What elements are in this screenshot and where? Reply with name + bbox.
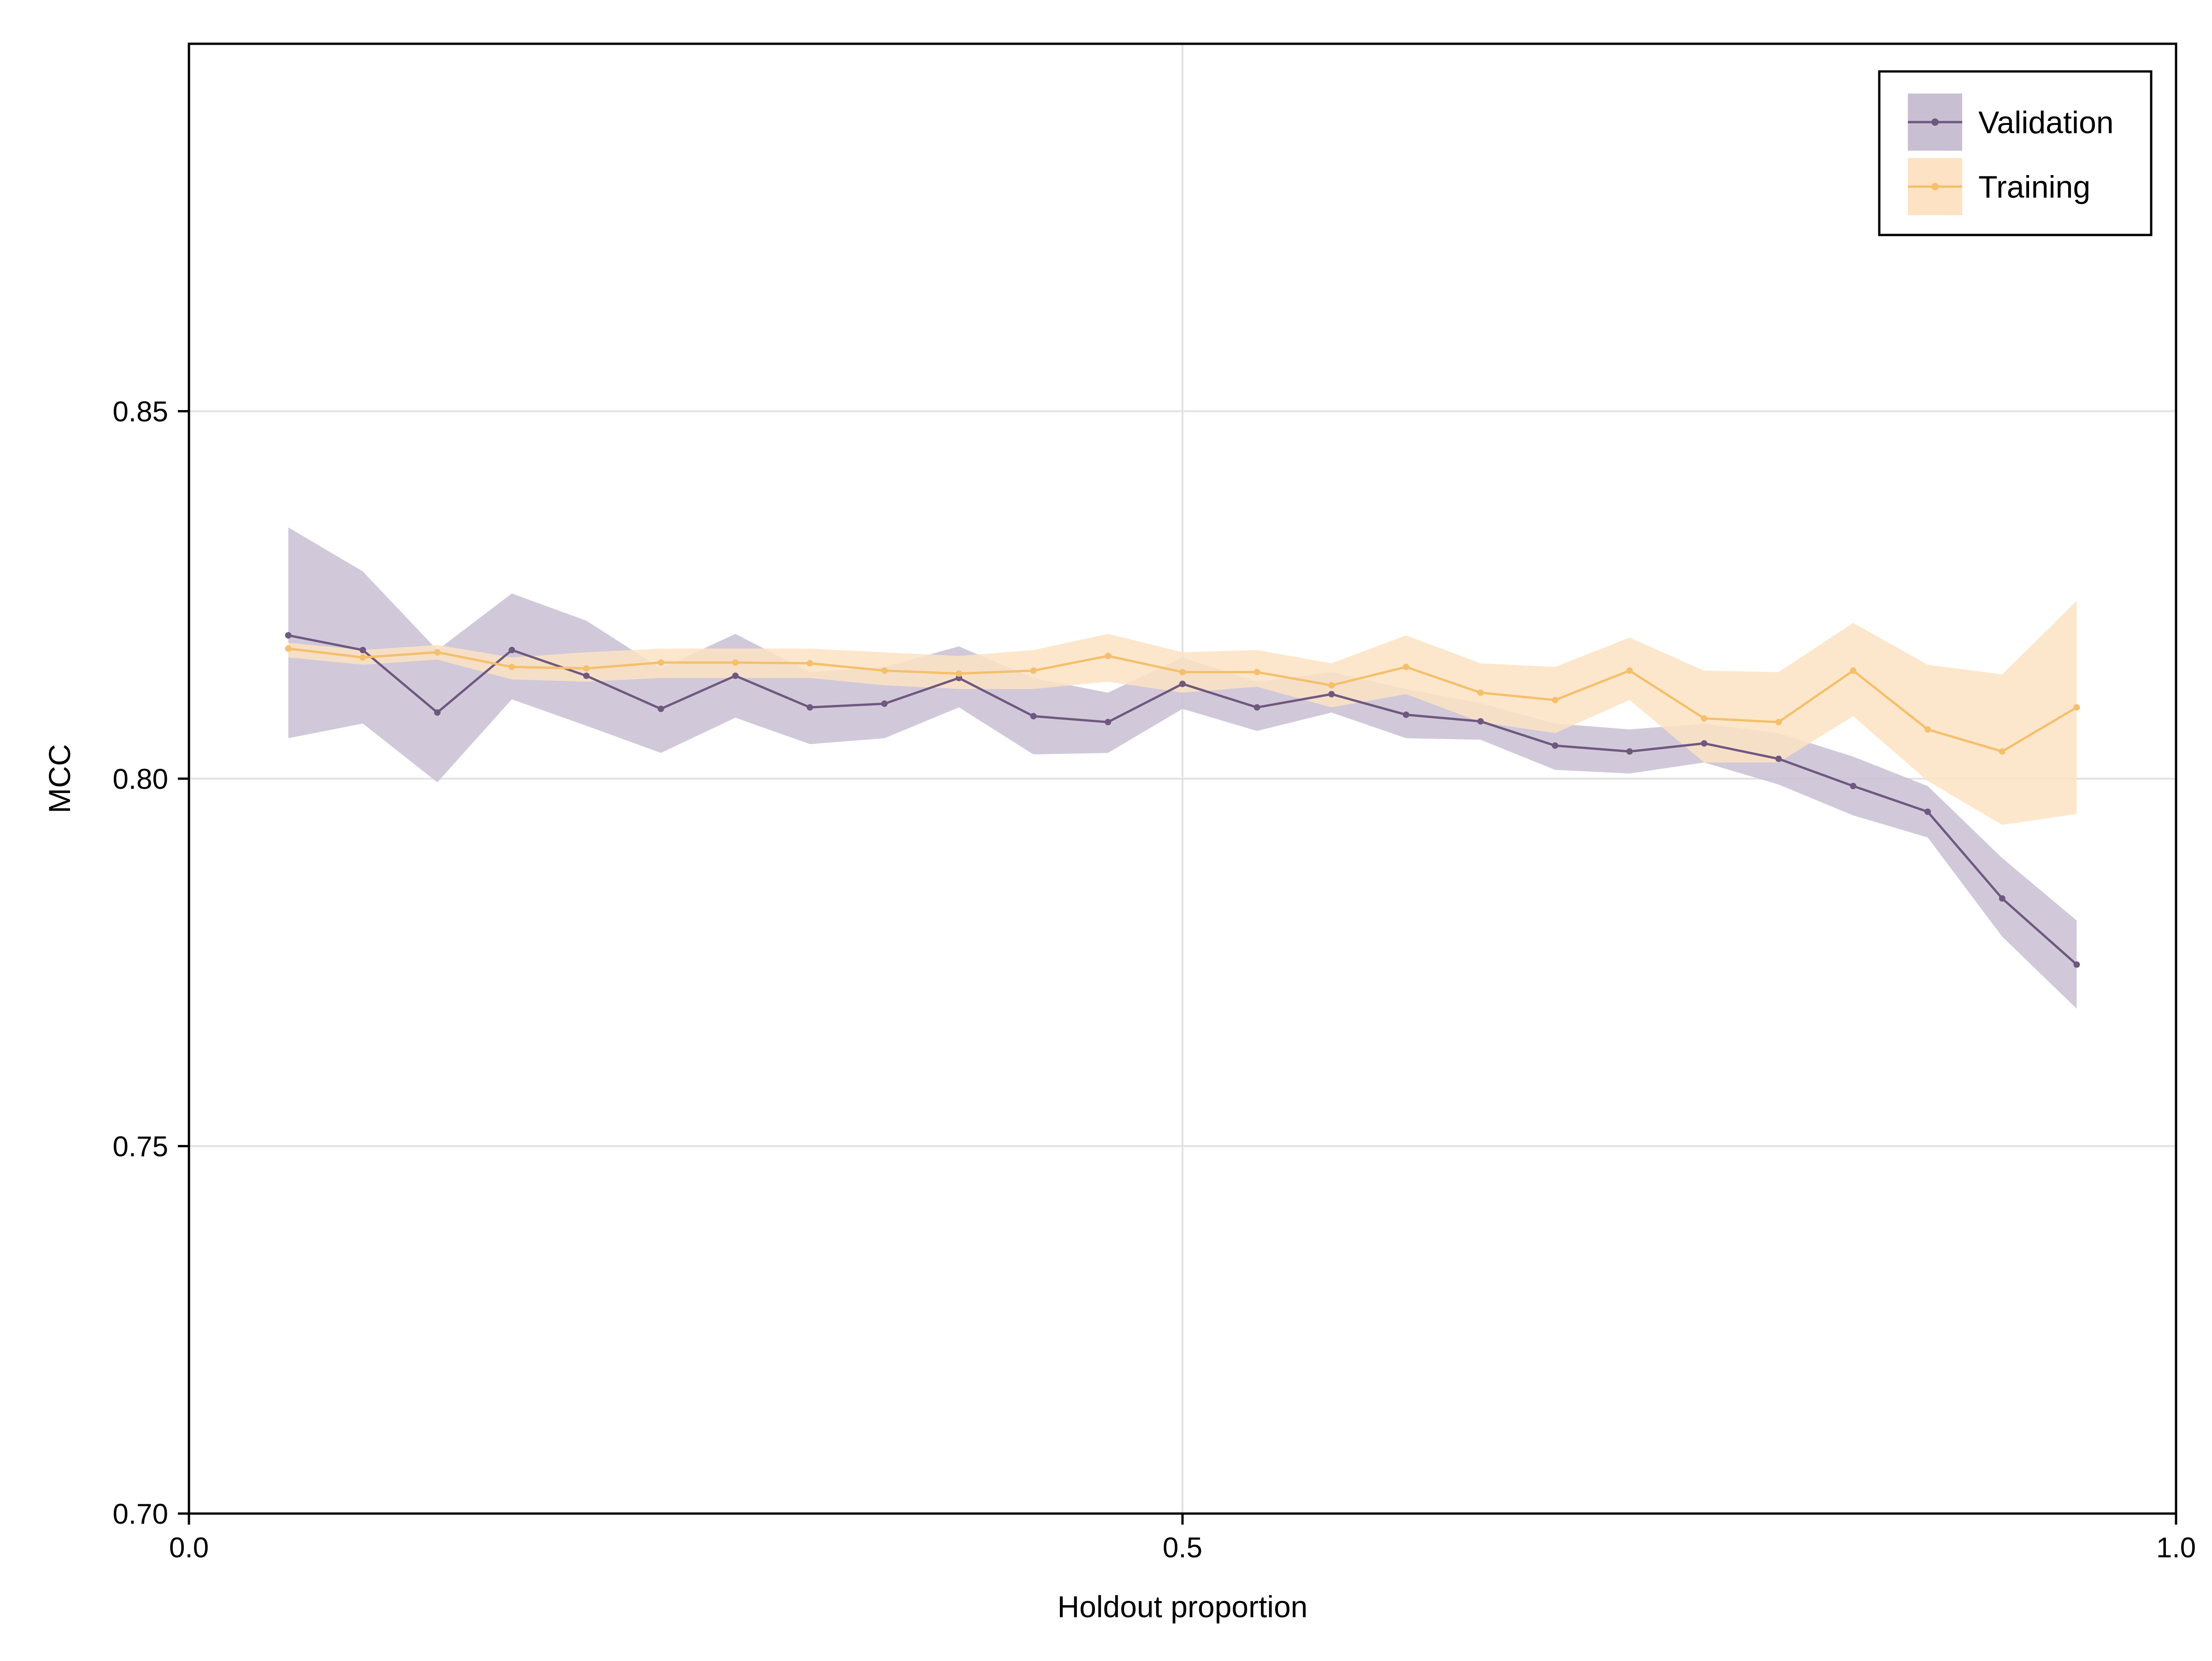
validation-point (732, 672, 739, 679)
training-point (1850, 667, 1857, 674)
legend: Validation Training (1878, 70, 2153, 236)
legend-label-training: Training (1978, 170, 2090, 205)
training-point (1999, 748, 2006, 755)
training-point (1403, 663, 1410, 670)
validation-point (1403, 711, 1410, 718)
legend-label-validation: Validation (1978, 105, 2114, 140)
legend-marker-training (1931, 183, 1939, 190)
validation-point (1105, 719, 1112, 726)
training-point (1105, 652, 1112, 659)
training-point (583, 665, 590, 672)
validation-point (508, 646, 515, 653)
y-tick-label: 0.75 (112, 1131, 168, 1163)
validation-point (1850, 782, 1857, 789)
training-point (285, 645, 292, 652)
validation-point (806, 704, 813, 711)
training-point (1775, 719, 1782, 726)
validation-point (1328, 691, 1335, 698)
training-point (1552, 697, 1559, 704)
x-axis-label: Holdout proportion (1057, 1590, 1307, 1624)
validation-point (1552, 742, 1559, 749)
legend-marker-validation (1931, 118, 1939, 126)
y-tick-label: 0.70 (112, 1498, 168, 1530)
validation-point (434, 709, 441, 716)
y-tick-label: 0.80 (112, 763, 168, 795)
training-point (1700, 715, 1707, 722)
validation-point (359, 646, 366, 653)
training-point (955, 670, 962, 677)
x-tick-label: 0.0 (169, 1532, 209, 1564)
training-point (2073, 704, 2080, 711)
training-point (658, 659, 665, 666)
confidence-bands (288, 527, 2077, 1009)
training-point (1924, 726, 1931, 733)
validation-point (285, 632, 292, 639)
validation-point (1775, 755, 1782, 762)
validation-point (1924, 808, 1931, 815)
validation-point (1030, 713, 1037, 720)
training-point (1253, 669, 1260, 675)
x-tick-labels: 0.0 0.5 1.0 (169, 1532, 2196, 1564)
training-point (1030, 667, 1037, 674)
training-point (434, 649, 441, 656)
data-points (285, 632, 2080, 968)
training-band (288, 601, 2077, 825)
validation-point (1253, 704, 1260, 711)
validation-point (881, 700, 888, 707)
training-point (881, 667, 888, 674)
y-tick-label: 0.85 (112, 396, 168, 428)
validation-band (288, 527, 2077, 1009)
validation-point (1626, 748, 1633, 755)
validation-point (1700, 740, 1707, 747)
validation-point (955, 675, 962, 681)
x-tick-label: 1.0 (2156, 1532, 2196, 1564)
training-point (359, 654, 366, 661)
training-point (1477, 689, 1484, 696)
training-point (508, 663, 515, 670)
training-point (1179, 669, 1186, 675)
validation-point (1179, 681, 1186, 687)
validation-point (1477, 718, 1484, 725)
validation-point (658, 705, 665, 712)
y-tick-labels: 0.70 0.75 0.80 0.85 (112, 396, 168, 1531)
y-axis-label: MCC (42, 744, 76, 813)
training-point (732, 659, 739, 666)
x-tick-label: 0.5 (1163, 1532, 1202, 1564)
axis-ticks (178, 410, 2177, 1525)
training-point (1328, 682, 1335, 689)
training-point (1626, 667, 1633, 674)
validation-point (2073, 961, 2080, 968)
validation-point (583, 672, 590, 679)
validation-point (1999, 895, 2006, 902)
training-point (806, 660, 813, 667)
